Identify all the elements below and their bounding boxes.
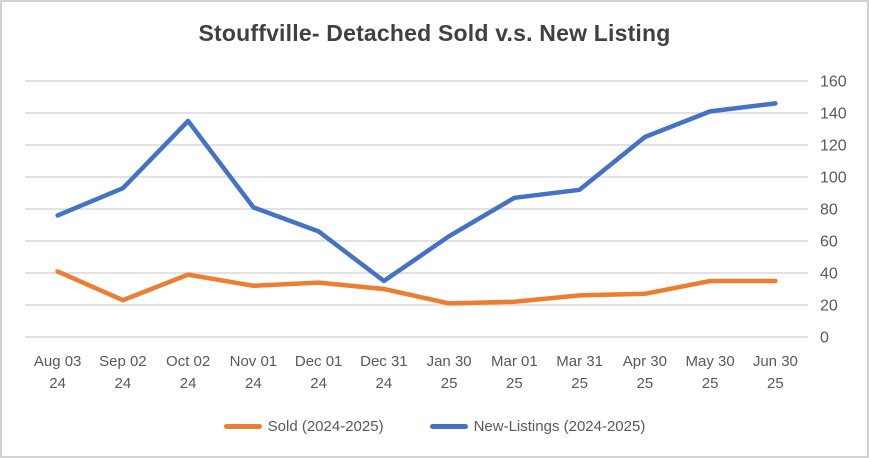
x-axis-tick-label-date: Dec 31 (360, 353, 408, 370)
y-axis-tick-label: 60 (820, 234, 838, 251)
x-axis-tick-label-date: May 30 (686, 353, 735, 370)
x-axis-tick-label-date: Jun 30 (753, 353, 798, 370)
x-axis-tick-label-year: 24 (376, 375, 393, 392)
y-axis-tick-label: 140 (820, 106, 847, 123)
y-axis-tick-label: 0 (820, 330, 829, 347)
x-axis-tick-label-date: Jan 30 (427, 353, 472, 370)
x-axis-tick-label-date: Mar 01 (491, 353, 538, 370)
x-axis-tick-label-year: 24 (310, 375, 327, 392)
sold-line-swatch (223, 424, 262, 429)
x-axis-tick-label-date: Nov 01 (230, 353, 278, 370)
y-axis-tick-label: 100 (820, 170, 847, 187)
new-listings-line-swatch (429, 424, 468, 429)
y-axis-tick-label: 160 (820, 74, 847, 91)
new-listings-series-line (55, 101, 778, 284)
x-axis-tick-label-date: Mar 31 (556, 353, 603, 370)
x-axis-tick-label-year: 24 (115, 375, 132, 392)
chart-title: Stouffville- Detached Sold v.s. New List… (198, 20, 671, 46)
y-axis-tick-label: 20 (820, 298, 838, 315)
x-axis-tick-label-date: Dec 01 (295, 353, 343, 370)
y-axis-tick-label: 120 (820, 138, 847, 155)
x-axis-tick-label-date: Apr 30 (623, 353, 667, 370)
legend-label-new-listings: New-Listings (2024-2025) (473, 418, 646, 435)
legend-item-sold: Sold (2024-2025) (223, 418, 384, 435)
y-axis-tick-label: 40 (820, 266, 838, 283)
x-axis-tick-label-year: 25 (767, 375, 784, 392)
x-axis-tick-label-date: Oct 02 (166, 353, 210, 370)
x-axis-tick-label-year: 25 (441, 375, 458, 392)
y-axis-tick-label: 80 (820, 202, 838, 219)
x-axis-tick-label-date: Sep 02 (99, 353, 147, 370)
x-axis-tick-label-year: 25 (637, 375, 654, 392)
sold-series-line (55, 269, 778, 306)
x-axis-tick-label-year: 24 (49, 375, 66, 392)
legend: Sold (2024-2025) New-Listings (2024-2025… (2, 418, 867, 435)
x-axis-tick-label-year: 24 (245, 375, 262, 392)
legend-item-new-listings: New-Listings (2024-2025) (429, 418, 646, 435)
legend-label-sold: Sold (2024-2025) (267, 418, 384, 435)
x-axis-tick-label-year: 24 (180, 375, 197, 392)
x-axis-tick-label-date: Aug 03 (34, 353, 82, 370)
x-axis-tick-label-year: 25 (702, 375, 719, 392)
x-axis-tick-label-year: 25 (571, 375, 588, 392)
x-axis-tick-label-year: 25 (506, 375, 523, 392)
